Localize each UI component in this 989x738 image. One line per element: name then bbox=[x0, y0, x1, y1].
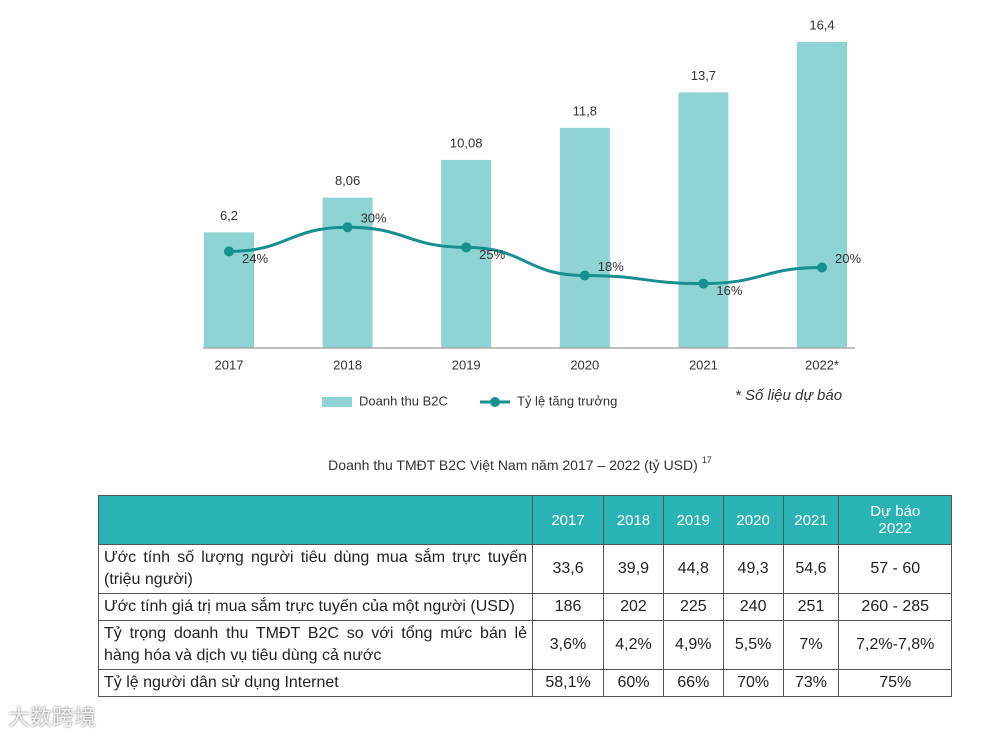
x-tick-label: 2018 bbox=[333, 357, 362, 372]
growth-label: 24% bbox=[242, 251, 268, 266]
table-cell: 57 - 60 bbox=[838, 544, 952, 594]
bar-value-label: 16,4 bbox=[809, 17, 834, 32]
legend-swatch bbox=[490, 397, 500, 407]
table-cell: 54,6 bbox=[782, 544, 840, 594]
header-cell: 2017 bbox=[531, 495, 605, 545]
legend-label: Doanh thu B2C bbox=[359, 393, 448, 408]
table-cell: 4,2% bbox=[603, 620, 664, 670]
growth-point bbox=[579, 270, 590, 281]
chart: * Số liệu dự báo Doanh thu TMĐT B2C Việt… bbox=[203, 17, 861, 473]
table-cell: 5,5% bbox=[722, 620, 784, 670]
table-cell: 251 bbox=[782, 593, 840, 621]
table-cell: 44,8 bbox=[662, 544, 724, 594]
table-cell: 225 bbox=[662, 593, 724, 621]
x-tick-label: 2019 bbox=[452, 357, 481, 372]
header-cell bbox=[98, 495, 533, 545]
bar bbox=[559, 127, 610, 348]
table-cell: 70% bbox=[722, 669, 784, 697]
growth-line bbox=[228, 225, 823, 286]
row-label: Ước tính số lượng người tiêu dùng mua sắ… bbox=[98, 544, 533, 594]
growth-label: 18% bbox=[598, 259, 624, 274]
bar bbox=[797, 42, 847, 348]
bar-value-label: 6,2 bbox=[220, 208, 238, 223]
legend-swatch bbox=[322, 397, 352, 407]
growth-point bbox=[817, 262, 827, 273]
header-cell: 2021 bbox=[782, 495, 840, 545]
caption-superscript: 17 bbox=[702, 455, 712, 465]
x-tick-label: 2021 bbox=[689, 357, 718, 372]
x-tick-label: 2020 bbox=[570, 357, 599, 372]
forecast-note: * Số liệu dự báo bbox=[735, 387, 842, 404]
growth-label: 16% bbox=[716, 283, 742, 298]
table-cell: 60% bbox=[603, 669, 664, 697]
caption-text: Doanh thu TMĐT B2C Việt Nam năm 2017 – 2… bbox=[328, 457, 698, 473]
table-cell: 260 - 285 bbox=[838, 593, 952, 621]
bar bbox=[441, 159, 492, 348]
header-cell: 2018 bbox=[603, 495, 664, 545]
caption: Doanh thu TMĐT B2C Việt Nam năm 2017 – 2… bbox=[328, 455, 712, 472]
table-cell: 75% bbox=[838, 669, 952, 697]
table-cell: 4,9% bbox=[662, 620, 724, 670]
table-cell: 7,2%-7,8% bbox=[838, 620, 952, 670]
table-cell: 66% bbox=[662, 669, 724, 697]
legend-label: Tỷ lệ tăng trưởng bbox=[517, 393, 617, 408]
header-cell: Dự báo 2022 bbox=[838, 495, 952, 545]
growth-label: 30% bbox=[361, 211, 387, 226]
row-label: Tỷ trọng doanh thu TMĐT B2C so với tổng … bbox=[98, 620, 533, 670]
header-row: 2017 2018 2019 2020 2021 Dự báo 2022 bbox=[98, 495, 952, 545]
table-row: Tỷ lệ người dân sử dụng Internet 58,1% 60%… bbox=[98, 669, 952, 697]
data-table: 2017 2018 2019 2020 2021 Dự báo 2022 Ước tính … bbox=[98, 495, 952, 697]
table-cell: 58,1% bbox=[531, 669, 605, 697]
growth-point bbox=[342, 222, 353, 233]
table-cell: 39,9 bbox=[603, 544, 664, 594]
table-cell: 202 bbox=[603, 593, 664, 621]
growth-point bbox=[698, 278, 709, 289]
bar-value-label: 8,06 bbox=[335, 173, 360, 188]
table-cell: 240 bbox=[722, 593, 784, 621]
x-tick-label: 2022* bbox=[805, 357, 839, 372]
table-row: Ước tính giá trị mua sắm trực tuyến của … bbox=[98, 593, 952, 621]
table-cell: 7% bbox=[782, 620, 840, 670]
table-cell: 186 bbox=[531, 593, 605, 621]
growth-label: 25% bbox=[479, 247, 505, 262]
bar-value-label: 10,08 bbox=[450, 135, 483, 150]
bar bbox=[678, 92, 729, 348]
header-cell: 2020 bbox=[722, 495, 784, 545]
header-cell: 2019 bbox=[662, 495, 724, 545]
growth-point bbox=[224, 246, 234, 257]
growth-label: 20% bbox=[835, 251, 861, 266]
x-tick-label: 2017 bbox=[215, 357, 244, 372]
table-cell: 73% bbox=[782, 669, 840, 697]
bar-value-label: 11,8 bbox=[573, 103, 597, 118]
table-cell: 49,3 bbox=[722, 544, 784, 594]
row-label: Tỷ lệ người dân sử dụng Internet bbox=[98, 669, 533, 697]
bar-value-label: 13,7 bbox=[691, 68, 716, 83]
growth-point bbox=[461, 242, 472, 253]
table-row: Ước tính số lượng người tiêu dùng mua sắ… bbox=[98, 544, 952, 594]
watermark: 大数跨境 bbox=[8, 705, 97, 730]
row-label: Ước tính giá trị mua sắm trực tuyến của … bbox=[98, 593, 533, 621]
table-cell: 3,6% bbox=[531, 620, 605, 670]
table-row: Tỷ trọng doanh thu TMĐT B2C so với tổng … bbox=[98, 620, 952, 670]
table-cell: 33,6 bbox=[531, 544, 605, 594]
